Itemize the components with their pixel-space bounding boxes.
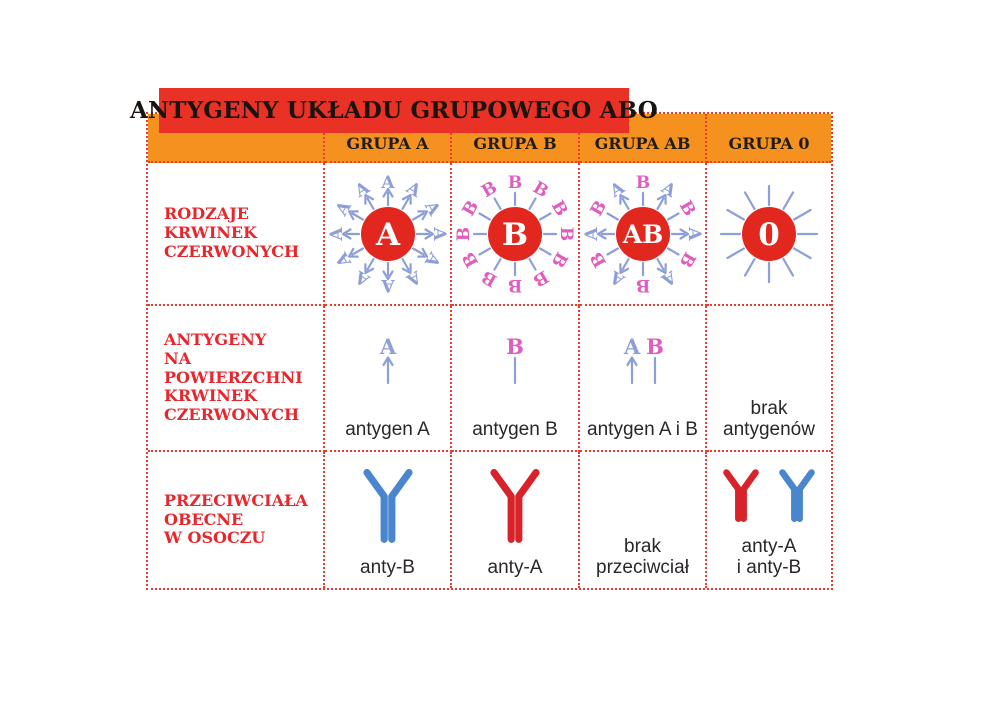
antigen-a-icon: A (325, 306, 450, 420)
row-label-blood-cell-types: RODZAJE KRWINEK CZERWONYCH (148, 163, 325, 306)
antibody-cell-grupa-a: anty-B (325, 452, 452, 588)
blood-cell-grupa-ab: B A B A B A B A B A B A AB (580, 163, 707, 306)
antigen-cell-grupa-0: brak antygenów (707, 306, 831, 452)
svg-text:B: B (547, 197, 572, 219)
svg-text:A: A (582, 226, 602, 241)
svg-text:B: B (556, 226, 576, 240)
svg-text:A: A (684, 226, 704, 241)
antibody-cell-grupa-ab: brak przeciwciał (580, 452, 707, 588)
antibody-cell-grupa-0: anty-A i anty-B (707, 452, 831, 588)
title-banner: ANTYGENY UKŁADU GRUPOWEGO ABO (130, 88, 658, 133)
svg-text:B: B (586, 197, 611, 219)
svg-text:B: B (674, 197, 699, 219)
svg-text:B: B (506, 336, 524, 359)
svg-text:A: A (327, 226, 347, 241)
anti-a-and-anti-b-antibody-icon (707, 452, 831, 537)
antigen-cell-grupa-a: A antygen A (325, 306, 452, 452)
svg-text:B: B (586, 248, 611, 270)
svg-text:B: B (508, 275, 522, 295)
antibody-a-label: anty-B (360, 557, 415, 579)
antigen-ab-label: antygen A i B (587, 419, 698, 441)
page-title: ANTYGENY UKŁADU GRUPOWEGO ABO (130, 97, 658, 124)
svg-text:A: A (429, 226, 449, 241)
svg-text:B: B (459, 248, 484, 270)
svg-text:A: A (622, 336, 640, 359)
antigen-a-label: antygen A (345, 419, 430, 441)
svg-text:A: A (378, 336, 396, 359)
svg-text:B: B (646, 336, 664, 359)
row-label-antibodies: PRZECIWCIAŁA OBECNE W OSOCZU (148, 452, 325, 588)
antigen-b-icon: B (452, 306, 578, 420)
svg-text:B: B (459, 197, 484, 219)
antibody-cell-grupa-b: anty-A (452, 452, 580, 588)
svg-text:B: B (635, 173, 649, 193)
svg-text:B: B (502, 217, 528, 253)
no-antibody-area (580, 452, 705, 537)
header-grupa-0: GRUPA 0 (707, 114, 831, 163)
svg-text:B: B (674, 248, 699, 270)
svg-text:B: B (635, 275, 649, 295)
svg-text:B: B (508, 173, 522, 193)
antibody-0-label: anty-A i anty-B (736, 536, 802, 579)
svg-text:B: B (454, 226, 474, 240)
svg-text:B: B (478, 177, 500, 202)
svg-text:A: A (380, 173, 395, 193)
anti-a-antibody-icon (452, 452, 578, 558)
svg-text:B: B (547, 248, 572, 270)
antigen-b-label: antygen B (472, 419, 558, 441)
antibody-ab-label: brak przeciwciał (596, 536, 689, 579)
abo-table: GRUPA A GRUPA B GRUPA AB GRUPA 0 RODZAJE… (146, 112, 833, 590)
antibody-b-label: anty-A (487, 557, 543, 579)
antigen-cell-grupa-b: B antygen B (452, 306, 580, 452)
no-antigen-area (707, 306, 831, 399)
svg-text:B: B (478, 265, 500, 290)
svg-text:AB: AB (621, 220, 663, 249)
anti-b-antibody-icon (325, 452, 450, 558)
antigen-0-label: brak antygenów (723, 398, 815, 441)
svg-text:B: B (529, 265, 551, 290)
blood-cell-grupa-0: 0 (707, 163, 831, 306)
svg-text:A: A (380, 275, 395, 295)
row-label-antigens: ANTYGENY NA POWIERZCHNI KRWINEK CZERWONY… (148, 306, 325, 452)
svg-text:B: B (529, 177, 551, 202)
svg-text:A: A (374, 217, 400, 253)
svg-text:0: 0 (758, 217, 780, 253)
